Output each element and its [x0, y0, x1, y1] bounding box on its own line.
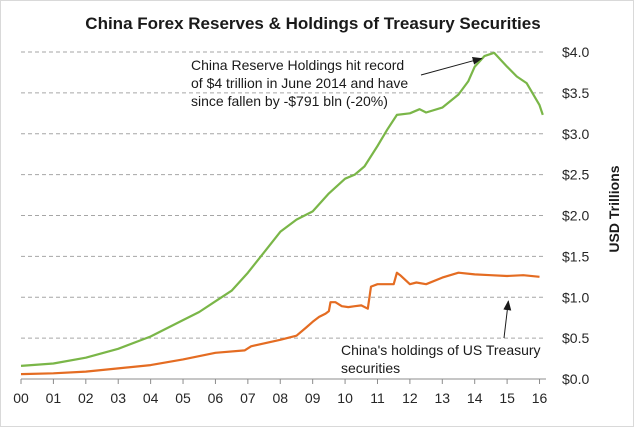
- y-tick-label-1: $0.5: [562, 330, 589, 346]
- x-tick-label-08: 08: [272, 390, 288, 406]
- chart-title: China Forex Reserves & Holdings of Treas…: [85, 14, 540, 33]
- y-tick-label-4: $2.0: [562, 208, 589, 224]
- gridlines: [21, 51, 546, 339]
- x-axis: 00 01 02 03 04 05 06 07 08 09 10 11 12 13 14 15 16: [13, 378, 548, 406]
- x-tick-label-03: 03: [110, 390, 126, 406]
- y-tick-label-6: $3.0: [562, 126, 589, 142]
- annotation-reserve-arrow: [420, 56, 483, 76]
- x-tick-label-15: 15: [499, 390, 515, 406]
- annotation-treasury: China's holdings of US Treasury securitie…: [341, 342, 541, 376]
- x-tick-label-05: 05: [175, 390, 191, 406]
- y-axis: $0.0 $0.5 $1.0 $1.5 $2.0 $2.5 $3.0 $3.5 $4.0: [562, 44, 589, 387]
- annotation-reserve-line-2: of $4 trillion in June 2014 and have: [191, 75, 408, 91]
- y-tick-label-8: $4.0: [562, 44, 589, 60]
- x-tick-label-12: 12: [402, 390, 418, 406]
- y-tick-label-5: $2.5: [562, 167, 589, 183]
- x-tick-label-09: 09: [305, 390, 321, 406]
- x-tick-label-14: 14: [467, 390, 483, 406]
- x-tick-label-00: 00: [13, 390, 29, 406]
- annotation-treasury-arrow: [503, 300, 512, 339]
- annotation-reserve-record: China Reserve Holdings hit record of $4 t…: [191, 57, 408, 109]
- x-tick-label-13: 13: [435, 390, 451, 406]
- annotation-reserve-line-1: China Reserve Holdings hit record: [191, 57, 404, 73]
- x-tick-label-01: 01: [46, 390, 62, 406]
- treasury-holdings-line: [20, 271, 540, 376]
- annotation-treasury-line-2: securities: [341, 360, 400, 376]
- y-tick-label-2: $1.0: [562, 289, 589, 305]
- x-tick-label-06: 06: [208, 390, 224, 406]
- series: [20, 51, 544, 376]
- x-tick-label-16: 16: [532, 390, 548, 406]
- annotations: China Reserve Holdings hit record of $4 t…: [191, 56, 541, 376]
- y-axis-label: USD Trillions: [606, 165, 622, 252]
- x-tick-label-07: 07: [240, 390, 256, 406]
- y-tick-label-0: $0.0: [562, 371, 589, 387]
- annotation-reserve-line-3: since fallen by -$791 bln (-20%): [191, 93, 388, 109]
- x-tick-label-10: 10: [337, 390, 353, 406]
- reserve-holdings-line: [20, 51, 544, 367]
- x-tick-label-04: 04: [143, 390, 159, 406]
- x-tick-label-11: 11: [370, 390, 385, 406]
- annotation-treasury-line-1: China's holdings of US Treasury: [341, 342, 541, 358]
- y-tick-label-3: $1.5: [562, 248, 589, 264]
- x-tick-label-02: 02: [78, 390, 94, 406]
- y-tick-label-7: $3.5: [562, 85, 589, 101]
